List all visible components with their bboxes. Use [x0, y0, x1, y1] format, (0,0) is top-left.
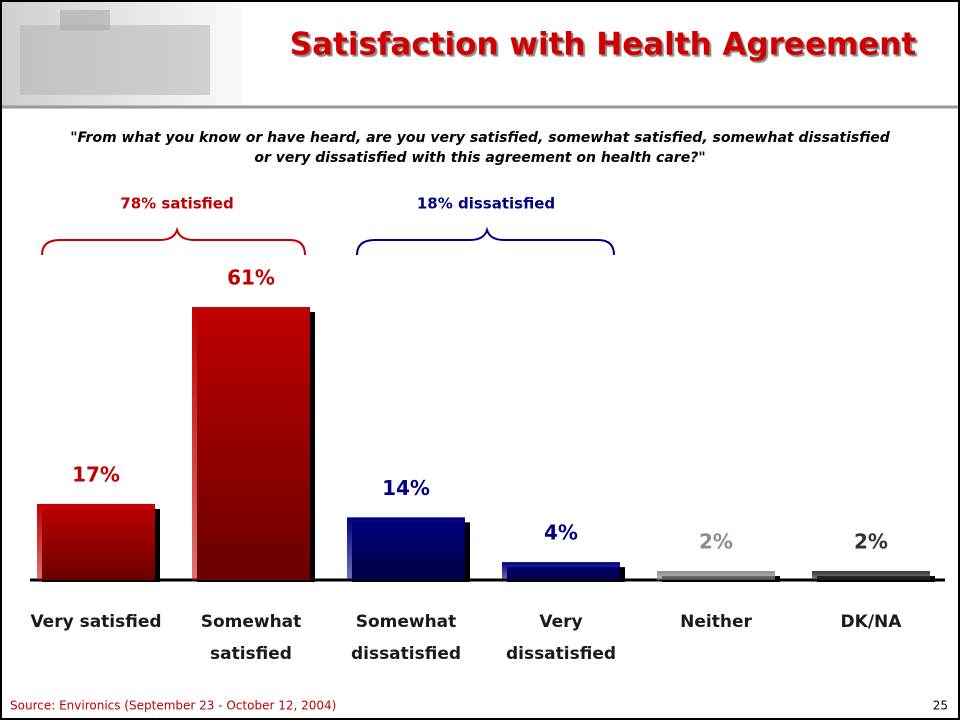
- bar: [192, 307, 310, 580]
- chart-title: Satisfaction with Health Agreement: [290, 27, 917, 63]
- value-label: 2%: [699, 530, 733, 554]
- header-image: [2, 2, 242, 106]
- question: "From what you know or have heard, are y…: [10, 128, 950, 168]
- x-tick-label: DK/NA: [796, 606, 946, 638]
- bar: [812, 571, 930, 580]
- bar: [347, 517, 465, 580]
- x-tick-label: Very dissatisfied: [486, 606, 636, 670]
- value-label: 61%: [227, 266, 275, 290]
- value-label: 2%: [854, 530, 888, 554]
- bar: [657, 571, 775, 580]
- annotation: 18% dissatisfied: [417, 195, 555, 213]
- x-tick-label: Somewhat satisfied: [176, 606, 326, 670]
- brace: [42, 230, 305, 255]
- value-label: 14%: [382, 476, 430, 500]
- page-number: 25: [933, 699, 948, 713]
- brace: [357, 230, 614, 255]
- bar: [37, 504, 155, 580]
- slide: Satisfaction with Health Agreement 78% s…: [0, 0, 960, 720]
- x-tick-label: Very satisfied: [21, 606, 171, 638]
- bar: [502, 562, 620, 580]
- value-label: 17%: [72, 462, 120, 486]
- x-tick-label: Somewhat dissatisfied: [331, 606, 481, 670]
- annotation: 78% satisfied: [120, 195, 233, 213]
- x-tick-label: Neither: [641, 606, 791, 638]
- source: Source: Environics (September 23 - Octob…: [10, 699, 336, 713]
- value-label: 4%: [544, 521, 578, 545]
